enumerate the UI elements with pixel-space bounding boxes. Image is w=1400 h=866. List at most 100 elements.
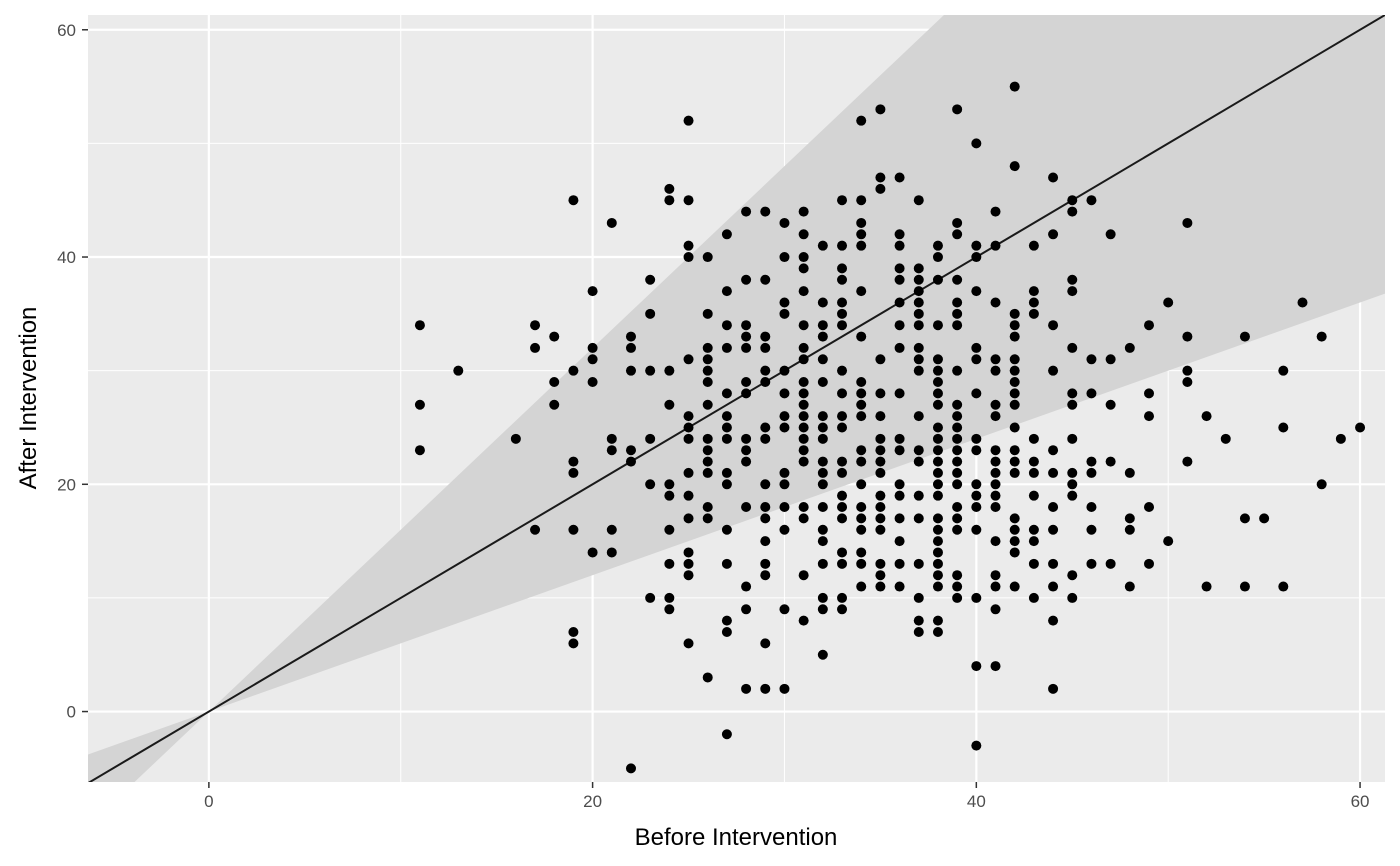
- data-point: [721, 342, 732, 353]
- data-point: [837, 456, 848, 467]
- data-point: [990, 479, 1001, 490]
- data-point: [1028, 456, 1039, 467]
- data-point: [817, 536, 828, 547]
- data-point: [414, 399, 425, 410]
- data-point: [952, 274, 963, 285]
- data-point: [1182, 217, 1193, 228]
- data-point: [837, 365, 848, 376]
- data-point: [990, 399, 1001, 410]
- data-point: [568, 195, 579, 206]
- data-point: [952, 422, 963, 433]
- data-point: [798, 513, 809, 524]
- data-point: [1086, 354, 1097, 365]
- data-point: [702, 445, 713, 456]
- data-point: [894, 240, 905, 251]
- data-point: [1028, 490, 1039, 501]
- data-point: [932, 456, 943, 467]
- data-point: [721, 558, 732, 569]
- data-point: [1182, 331, 1193, 342]
- data-point: [894, 342, 905, 353]
- data-point: [798, 286, 809, 297]
- data-point: [913, 490, 924, 501]
- data-point: [952, 229, 963, 240]
- data-point: [856, 229, 867, 240]
- data-point: [1105, 399, 1116, 410]
- data-point: [741, 445, 752, 456]
- data-point: [1163, 536, 1174, 547]
- data-point: [741, 388, 752, 399]
- data-point: [1278, 581, 1289, 592]
- data-point: [990, 297, 1001, 308]
- data-point: [683, 638, 694, 649]
- data-point: [760, 377, 771, 388]
- data-point: [894, 558, 905, 569]
- data-point: [702, 399, 713, 410]
- data-point: [1201, 581, 1212, 592]
- data-point: [913, 195, 924, 206]
- data-point: [1028, 558, 1039, 569]
- data-point: [1067, 433, 1078, 444]
- data-point: [664, 195, 675, 206]
- data-point: [1124, 342, 1135, 353]
- data-point: [1009, 388, 1020, 399]
- data-point: [856, 331, 867, 342]
- data-point: [952, 524, 963, 535]
- data-point: [990, 206, 1001, 217]
- data-point: [683, 433, 694, 444]
- data-point: [913, 320, 924, 331]
- data-point: [798, 422, 809, 433]
- data-point: [894, 490, 905, 501]
- data-point: [779, 411, 790, 422]
- data-point: [875, 502, 886, 513]
- data-point: [568, 365, 579, 376]
- data-point: [817, 479, 828, 490]
- data-point: [817, 558, 828, 569]
- data-point: [856, 217, 867, 228]
- data-point: [952, 308, 963, 319]
- data-point: [702, 354, 713, 365]
- data-point: [894, 513, 905, 524]
- data-point: [760, 365, 771, 376]
- data-point: [721, 479, 732, 490]
- data-point: [1009, 377, 1020, 388]
- data-point: [932, 490, 943, 501]
- data-point: [1009, 308, 1020, 319]
- data-point: [932, 320, 943, 331]
- data-point: [1009, 513, 1020, 524]
- data-point: [741, 377, 752, 388]
- data-point: [645, 308, 656, 319]
- data-point: [1067, 388, 1078, 399]
- data-point: [913, 286, 924, 297]
- data-point: [971, 240, 982, 251]
- data-point: [894, 581, 905, 592]
- data-point: [625, 445, 636, 456]
- y-tick-label: 60: [57, 21, 76, 40]
- data-point: [856, 115, 867, 126]
- data-point: [856, 240, 867, 251]
- data-point: [741, 604, 752, 615]
- data-point: [1009, 536, 1020, 547]
- data-point: [990, 365, 1001, 376]
- data-point: [971, 479, 982, 490]
- data-point: [606, 445, 617, 456]
- data-point: [779, 467, 790, 478]
- data-points: [414, 81, 1366, 774]
- data-point: [741, 502, 752, 513]
- data-point: [721, 615, 732, 626]
- data-point: [721, 467, 732, 478]
- data-point: [894, 388, 905, 399]
- data-point: [894, 263, 905, 274]
- data-point: [741, 206, 752, 217]
- data-point: [952, 592, 963, 603]
- data-point: [1028, 524, 1039, 535]
- data-point: [837, 558, 848, 569]
- reference-line: [88, 15, 1385, 782]
- data-point: [913, 411, 924, 422]
- data-point: [1009, 365, 1020, 376]
- data-point: [837, 195, 848, 206]
- data-point: [1316, 331, 1327, 342]
- data-point: [875, 183, 886, 194]
- data-point: [625, 456, 636, 467]
